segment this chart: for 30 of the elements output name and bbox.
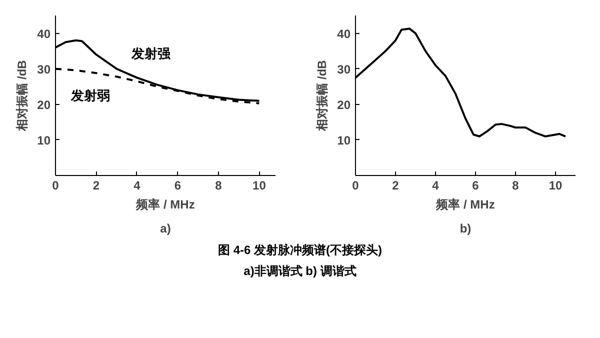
x-tick-label: 6 [174,178,182,192]
x-tick-label: 2 [92,178,100,192]
y-tick-label: 20 [337,98,351,112]
x-tick-label: 6 [472,178,480,192]
x-axis-title: 频率 / MHz [135,198,195,212]
series-label: 发射强 [130,46,172,61]
x-tick-label: 4 [134,178,141,192]
text: a) [160,222,171,236]
x-tick-label: 10 [252,178,266,192]
y-tick-label: 30 [337,62,351,76]
y-tick-label: 20 [37,98,51,112]
x-tick-label: 10 [548,178,562,192]
x-tick-label: 2 [392,178,400,192]
x-tick-label: 0 [352,178,360,192]
y-axis-title: 相对振幅 /dB [315,60,330,132]
x-axis-title: 频率 / MHz [435,198,495,212]
x-tick-label: 8 [512,178,520,192]
caption: 图 4-6 发射脉冲频谱(不接探头) [218,242,382,259]
y-tick-label: 10 [337,133,351,148]
text: a)非调谐式 b) 调谐式 [244,263,356,280]
x-tick-label: 4 [432,178,440,192]
series-label: 发射弱 [70,88,110,104]
y-axis-title: 相对振幅 /dB [15,60,30,132]
x-tick-label: 0 [52,178,60,192]
text: b) [460,222,472,236]
y-tick-label: 40 [37,26,51,41]
y-tick-label: 10 [37,133,51,148]
y-tick-label: 30 [37,62,51,76]
y-tick-label: 40 [337,26,351,41]
x-tick-label: 8 [215,178,222,192]
